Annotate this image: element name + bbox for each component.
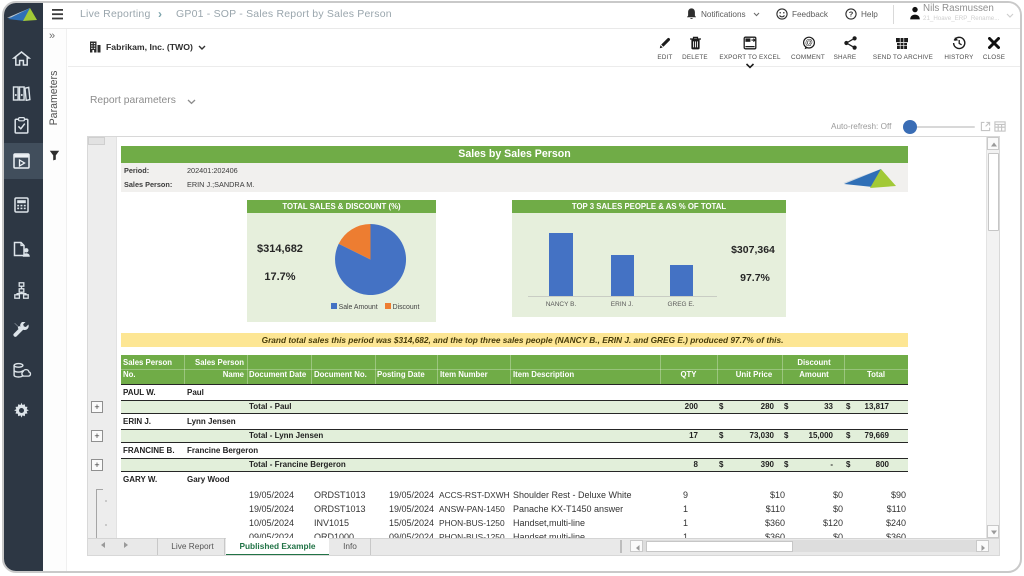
svg-text:@: @ [805,38,813,47]
svg-text:?: ? [849,10,854,19]
